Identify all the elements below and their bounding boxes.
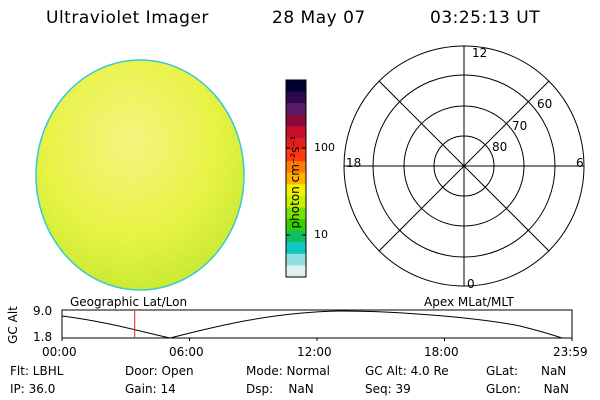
- left-panel-label: Geographic Lat/Lon: [70, 295, 188, 309]
- polar-plot: [343, 45, 585, 287]
- colorbar-frame: [285, 79, 307, 278]
- colorbar-cell: [286, 172, 306, 185]
- filter-info: Flt: LBHL: [10, 364, 64, 378]
- lat-label-70: 70: [512, 119, 528, 133]
- colorbar-tick-10: 10: [314, 228, 328, 241]
- colorbar-label: photon cm⁻²s⁻¹: [288, 135, 302, 229]
- colorbar-cell: [286, 149, 306, 162]
- gc-alt-info: GC Alt: 4.0 Re: [365, 364, 449, 378]
- ip-info: IP: 36.0: [10, 382, 56, 396]
- altitude-ytick-min: 1.8: [33, 330, 53, 344]
- date-label: 28 May 07: [272, 8, 366, 28]
- time-tick-0600: 06:00: [169, 345, 204, 359]
- mlt-label-6: 6: [576, 156, 584, 170]
- right-panel-label: Apex MLat/MLT: [424, 295, 514, 309]
- door-info: Door: Open: [125, 364, 194, 378]
- colorbar-cell: [286, 137, 306, 151]
- time-tick-1200: 12:00: [297, 345, 332, 359]
- mlt-label-12: 12: [472, 46, 488, 60]
- colorbar-cell: [286, 253, 306, 266]
- uv-image: [35, 59, 245, 291]
- colorbar-cell: [286, 114, 306, 127]
- colorbar-cell: [286, 219, 306, 232]
- colorbar-cell: [286, 265, 306, 278]
- colorbar-cell: [286, 126, 306, 139]
- colorbar-cell: [286, 230, 306, 243]
- mlt-label-0: 0: [467, 277, 475, 291]
- altitude-plot: [61, 309, 573, 341]
- colorbar-tick-100: 100: [314, 141, 335, 154]
- time-tick-2359: 23:59: [553, 345, 588, 359]
- time-label: 03:25:13 UT: [430, 8, 541, 28]
- altitude-ytick-max: 9.0: [33, 304, 53, 318]
- lat-label-80: 80: [492, 140, 508, 154]
- altitude-curve: [61, 310, 563, 339]
- seq-info: Seq: 39: [365, 382, 411, 396]
- colorbar-cell: [286, 161, 306, 174]
- colorbar-cell: [286, 207, 306, 220]
- time-tick-1800: 18:00: [424, 345, 459, 359]
- colorbar-cell: [286, 195, 306, 208]
- colorbar-cell: [286, 103, 306, 116]
- gain-info: Gain: 14: [125, 382, 176, 396]
- mode-info: Mode: Normal: [246, 364, 330, 378]
- colorbar-cell: [286, 91, 306, 104]
- dsp-info: Dsp: NaN: [246, 382, 314, 396]
- colorbar-cell: [286, 80, 306, 93]
- colorbar-cell: [286, 184, 306, 197]
- altitude-ylabel: GC Alt: [6, 306, 20, 344]
- lat-label-60: 60: [537, 97, 553, 111]
- colorbar: [285, 79, 307, 278]
- time-tick-0000: 00:00: [42, 345, 77, 359]
- colorbar-cell: [286, 242, 306, 255]
- instrument-title: Ultraviolet Imager: [46, 8, 209, 28]
- glon-info: GLon: NaN: [486, 382, 569, 396]
- mlt-label-18: 18: [346, 156, 362, 170]
- glat-info: GLat: NaN: [486, 364, 567, 378]
